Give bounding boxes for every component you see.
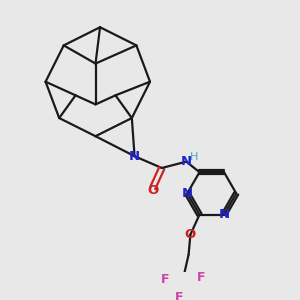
Text: N: N <box>182 187 193 200</box>
Text: N: N <box>129 150 140 163</box>
Text: F: F <box>175 291 184 300</box>
Text: F: F <box>197 271 206 284</box>
Text: F: F <box>161 273 169 286</box>
Text: N: N <box>218 208 230 221</box>
Text: N: N <box>181 155 192 168</box>
Text: H: H <box>189 152 198 162</box>
Text: O: O <box>185 228 196 241</box>
Text: O: O <box>147 184 158 197</box>
